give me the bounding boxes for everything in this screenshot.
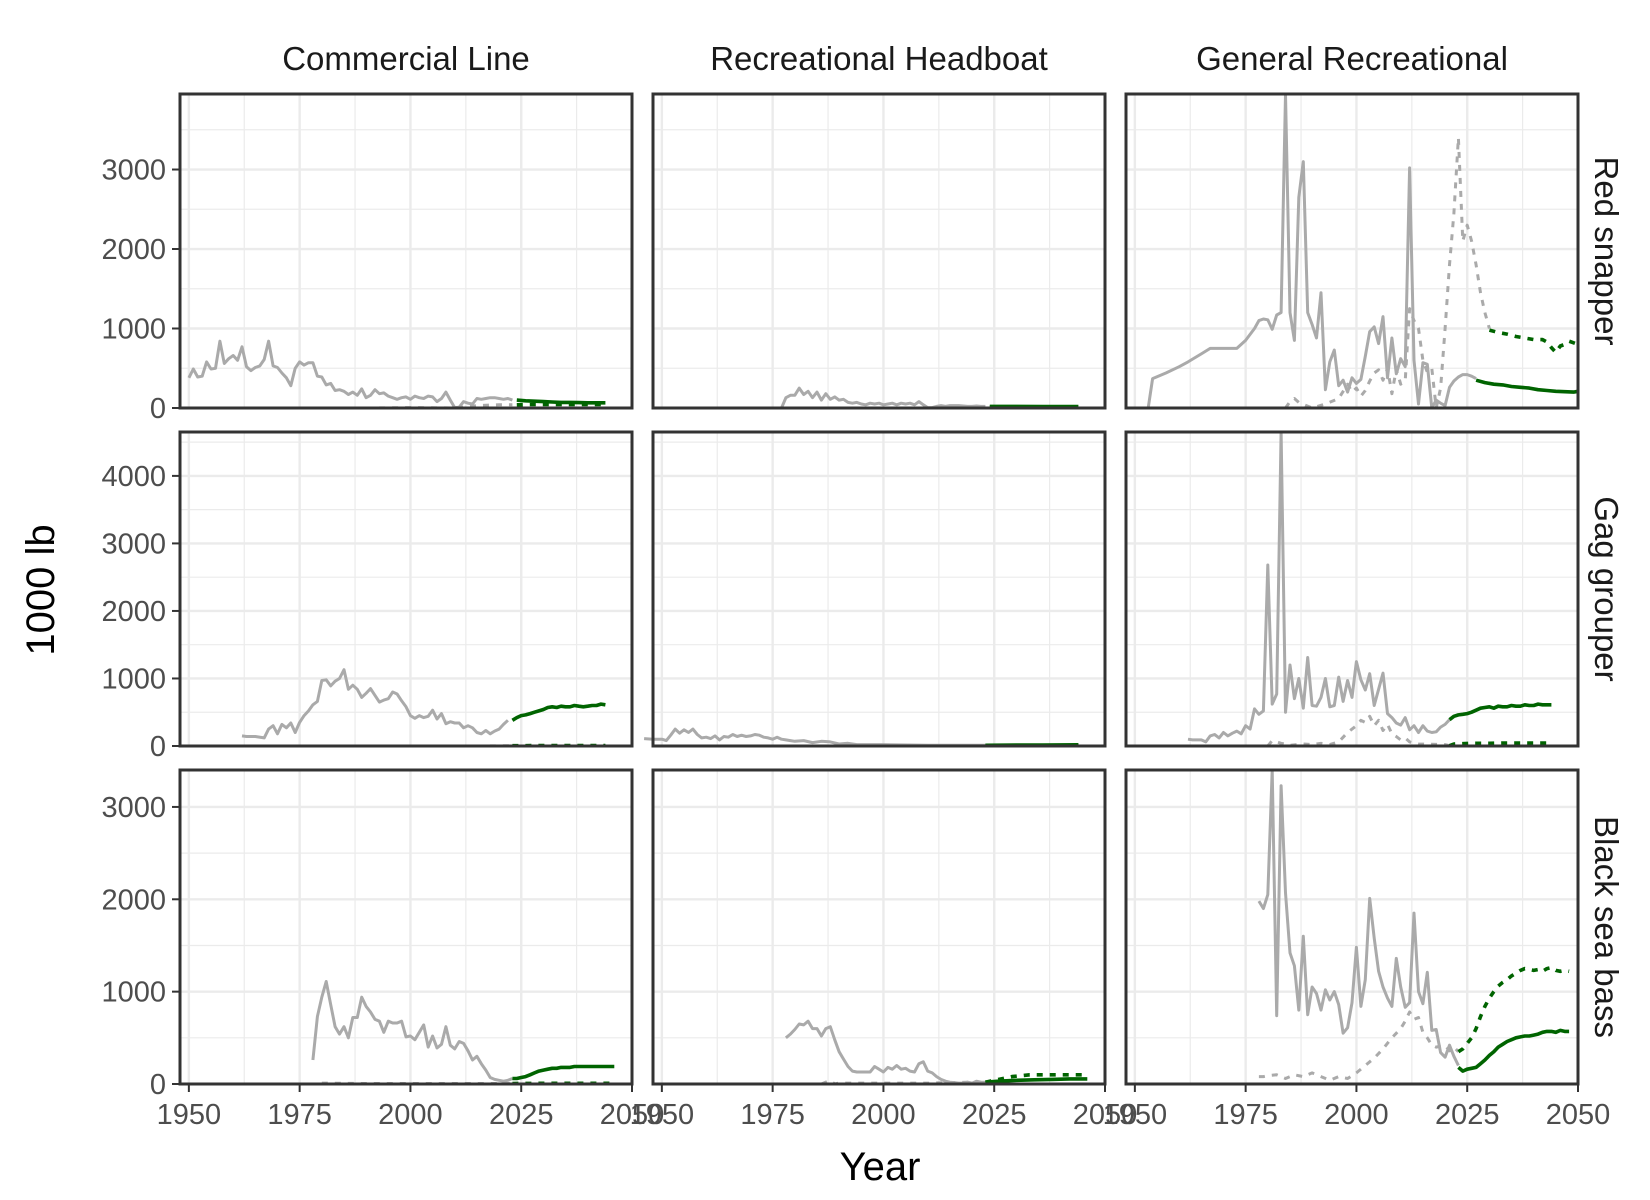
y-tick-label: 3000: [101, 792, 166, 824]
panel-border: [178, 768, 634, 1086]
panel-black-sea-bass-commercial-line: 0 1000 2000 3000 1950 1975 2000 2025 2050: [101, 768, 665, 1131]
series-line-historical-solid: [784, 1019, 986, 1085]
panel-border: [651, 430, 1107, 748]
series-line-historical-solid: [661, 386, 986, 410]
x-tick-label: 1975: [1213, 1099, 1278, 1131]
x-tick-label: 2000: [378, 1099, 443, 1131]
panel-black-sea-bass-general-recreational: 1950 1975 2000 2025 2050: [1103, 768, 1611, 1131]
y-tick-label: 0: [150, 1069, 166, 1101]
row-strip-label: Gag grouper: [1588, 496, 1625, 681]
panel-background: [180, 432, 632, 746]
panel-gag-grouper-recreational-headboat: [643, 430, 1107, 748]
x-tick-label: 1950: [630, 1099, 695, 1131]
series-line-projection-solid: [512, 1064, 615, 1081]
panel-background: [653, 94, 1105, 408]
series-line-historical-solid: [241, 668, 509, 740]
row-strip-label: Black sea bass: [1588, 816, 1625, 1038]
series-line-historical-solid: [1134, 92, 1477, 410]
row-strip-label: Red snapper: [1588, 157, 1625, 346]
y-axis-title: 1000 lb: [19, 524, 63, 655]
x-tick-label: 2025: [1435, 1099, 1500, 1131]
panel-background: [180, 94, 632, 408]
y-tick-label: 3000: [101, 528, 166, 560]
panel-border: [1124, 430, 1580, 748]
series-line-projection-solid: [1457, 1028, 1570, 1073]
series-line-projection-dashed: [985, 1073, 1088, 1084]
x-tick-label: 1950: [1103, 1099, 1168, 1131]
x-tick-label: 1950: [157, 1099, 222, 1131]
x-tick-label: 2050: [1546, 1099, 1611, 1131]
x-tick-label: 2000: [851, 1099, 916, 1131]
panel-red-snapper-commercial-line: 0 1000 2000 3000: [101, 92, 634, 425]
x-tick-label: 2025: [962, 1099, 1027, 1131]
x-tick-label: 2025: [489, 1099, 554, 1131]
facet-panels: 0 1000 2000 3000 0 1000 2000 3000 4000 0 1000 2000 3…: [101, 92, 1611, 1131]
series-line-projection-solid: [1448, 702, 1552, 722]
y-tick-label: 1000: [101, 977, 166, 1009]
panel-background: [1126, 770, 1578, 1084]
series-line-historical-solid: [1187, 430, 1451, 744]
series-line-projection-solid: [511, 702, 606, 722]
panel-background: [653, 770, 1105, 1084]
y-tick-label: 0: [150, 731, 166, 763]
x-tick-label: 2050: [1073, 1099, 1138, 1131]
y-tick-label: 2000: [101, 884, 166, 916]
y-tick-label: 0: [150, 393, 166, 425]
y-tick-label: 1000: [101, 663, 166, 695]
series-line-projection-dashed: [1457, 965, 1570, 1054]
series-line-historical-dashed: [1284, 136, 1491, 410]
y-tick-label: 4000: [101, 461, 166, 493]
x-tick-label: 2000: [1324, 1099, 1389, 1131]
panel-red-snapper-general-recreational: [1124, 92, 1580, 410]
panel-border: [651, 92, 1107, 410]
series-line-historical-dashed: [366, 403, 513, 410]
x-axis-title: Year: [840, 1145, 921, 1189]
panel-background: [1126, 94, 1578, 408]
y-tick-label: 1000: [101, 314, 166, 346]
x-tick-label: 1975: [740, 1099, 805, 1131]
panel-red-snapper-recreational-headboat: [651, 92, 1107, 410]
column-strip-label: Commercial Line: [282, 40, 530, 77]
panel-border: [1124, 768, 1580, 1086]
panel-border: [1124, 92, 1580, 410]
panel-black-sea-bass-recreational-headboat: 1950 1975 2000 2025 2050: [630, 768, 1138, 1131]
y-tick-label: 3000: [101, 155, 166, 187]
panel-border: [178, 92, 634, 410]
panel-background: [653, 432, 1105, 746]
series-line-projection-solid: [985, 1077, 1088, 1084]
x-tick-label: 1975: [267, 1099, 332, 1131]
panel-border: [178, 430, 634, 748]
series-line-projection-dashed: [1448, 741, 1552, 748]
y-tick-label: 2000: [101, 596, 166, 628]
facet-strips: Commercial Line Recreational Headboat Gene…: [282, 40, 1625, 1038]
x-tick-label: 2050: [600, 1099, 665, 1131]
series-line-historical-solid: [311, 980, 513, 1083]
panel-border: [651, 768, 1107, 1086]
series-line-projection-solid: [516, 398, 606, 405]
series-line-projection-solid: [1475, 378, 1579, 394]
y-tick-label: 2000: [101, 234, 166, 266]
series-line-historical-solid: [1257, 768, 1460, 1067]
series-line-historical-dashed: [1258, 1010, 1460, 1082]
column-strip-label: Recreational Headboat: [710, 40, 1048, 77]
panel-gag-grouper-general-recreational: [1124, 430, 1580, 748]
series-line-historical-solid: [643, 727, 986, 747]
column-strip-label: General Recreational: [1196, 40, 1508, 77]
panel-gag-grouper-commercial-line: 0 1000 2000 3000 4000: [101, 430, 634, 763]
